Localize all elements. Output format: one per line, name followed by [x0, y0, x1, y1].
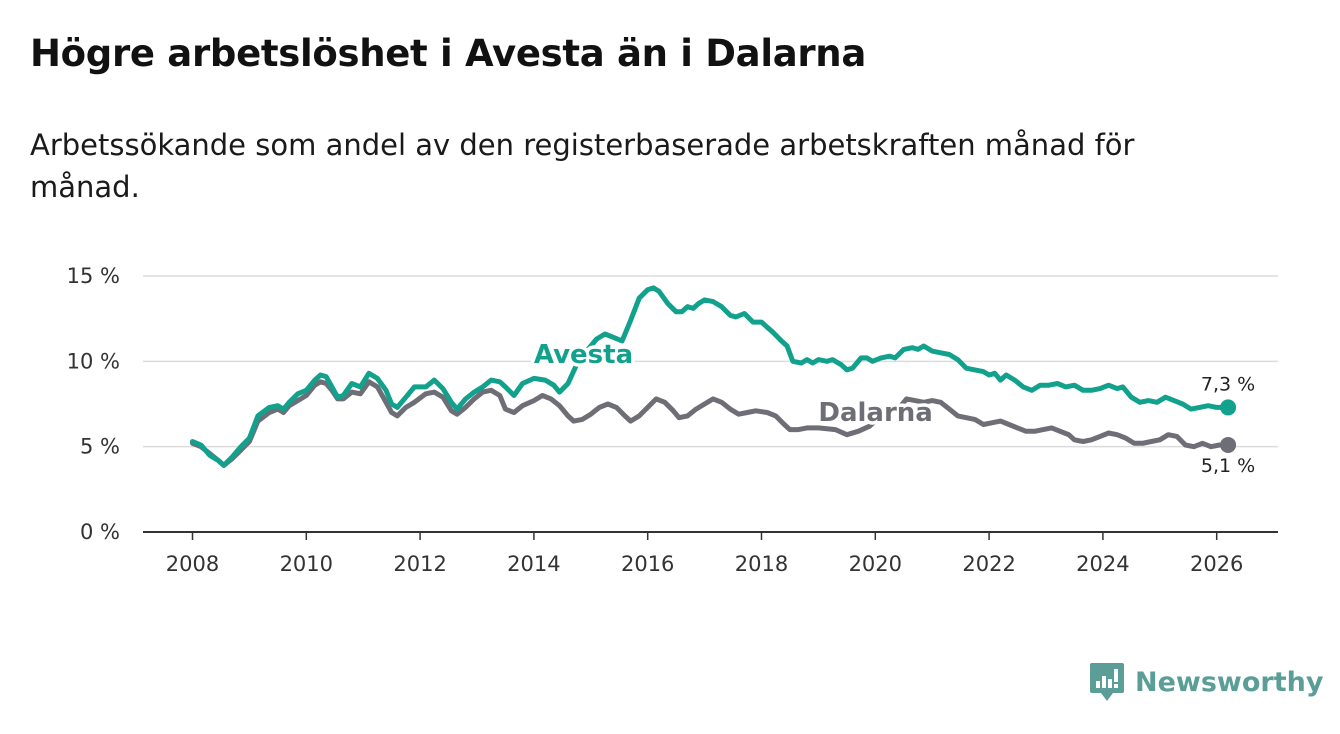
x-tick-label: 2024 [1076, 552, 1129, 576]
x-axis-ticks: 2008 2010 2012 2014 2016 2018 2020 2022 2024 2026 [143, 531, 1278, 576]
chart-title: Högre arbetslöshet i Avesta än i Dalarna [30, 32, 867, 75]
end-point-dalarna [1220, 436, 1237, 453]
x-tick-label: 2026 [1190, 552, 1243, 576]
series-line-dalarna [190, 379, 1231, 468]
chart-subtitle: Arbetssökande som andel av den registerb… [30, 128, 1135, 204]
series-label-dalarna: Dalarna [818, 398, 932, 428]
x-tick-label: 2014 [507, 552, 560, 576]
series-line-avesta [190, 285, 1231, 468]
x-tick-label: 2018 [735, 552, 788, 576]
x-tick-label: 2012 [393, 552, 446, 576]
x-tick-label: 2016 [621, 552, 674, 576]
series-label-avesta: Avesta [534, 340, 633, 370]
brand-name: Newsworthy [1135, 666, 1324, 698]
y-tick-label: 0 % [80, 520, 120, 544]
x-tick-label: 2020 [849, 552, 902, 576]
end-point-avesta [1220, 399, 1237, 416]
newsworthy-logo-icon [1090, 663, 1124, 701]
grid-layer [143, 275, 1278, 448]
x-tick-label: 2022 [962, 552, 1015, 576]
end-label-dalarna: 5,1 % [1201, 455, 1255, 477]
y-tick-label: 5 % [80, 435, 120, 459]
x-tick-label: 2010 [280, 552, 333, 576]
label-layer: 7,3 % 5,1 % Avesta Dalarna [530, 337, 1255, 477]
y-tick-label: 15 % [67, 264, 120, 288]
newsworthy-logo: Newsworthy [1089, 661, 1323, 703]
y-tick-label: 10 % [67, 349, 120, 373]
y-axis-ticks: 0 % 5 % 10 % 15 % [67, 264, 120, 544]
x-tick-label: 2008 [166, 552, 219, 576]
series-layer [190, 285, 1237, 468]
end-label-avesta: 7,3 % [1201, 373, 1255, 395]
